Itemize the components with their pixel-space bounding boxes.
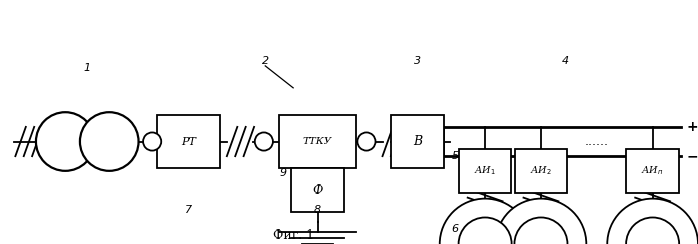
Text: АИ$_п$: АИ$_п$ bbox=[641, 164, 664, 177]
Text: 3: 3 bbox=[414, 56, 421, 66]
Ellipse shape bbox=[459, 217, 512, 244]
Text: 4: 4 bbox=[562, 56, 569, 66]
Text: 8: 8 bbox=[314, 205, 321, 215]
Text: В: В bbox=[413, 135, 422, 148]
Ellipse shape bbox=[143, 132, 161, 151]
Bar bbox=[514, 149, 567, 193]
Bar bbox=[157, 115, 220, 168]
Text: 7: 7 bbox=[185, 205, 192, 215]
Text: АИ$_2$: АИ$_2$ bbox=[530, 164, 552, 177]
Text: РТ: РТ bbox=[181, 137, 196, 146]
Text: −: − bbox=[686, 149, 698, 163]
Ellipse shape bbox=[80, 112, 138, 171]
Ellipse shape bbox=[440, 199, 530, 244]
Text: 1: 1 bbox=[84, 63, 91, 73]
Text: 5: 5 bbox=[452, 151, 459, 161]
Bar bbox=[391, 115, 444, 168]
Ellipse shape bbox=[626, 217, 679, 244]
Bar bbox=[292, 168, 344, 212]
Ellipse shape bbox=[607, 199, 698, 244]
Bar bbox=[459, 149, 511, 193]
Bar bbox=[279, 115, 356, 168]
Text: АИ$_1$: АИ$_1$ bbox=[474, 164, 496, 177]
Text: ТТКУ: ТТКУ bbox=[303, 137, 332, 146]
Text: Фиг. 1: Фиг. 1 bbox=[273, 229, 313, 242]
Ellipse shape bbox=[496, 199, 586, 244]
Text: ......: ...... bbox=[585, 135, 609, 148]
Text: Ф: Ф bbox=[313, 184, 322, 197]
Text: 6: 6 bbox=[452, 224, 459, 234]
Bar bbox=[627, 149, 678, 193]
Ellipse shape bbox=[514, 217, 567, 244]
Text: +: + bbox=[686, 120, 698, 134]
Text: 9: 9 bbox=[279, 168, 286, 178]
Ellipse shape bbox=[357, 132, 376, 151]
Ellipse shape bbox=[255, 132, 273, 151]
Ellipse shape bbox=[36, 112, 95, 171]
Text: 2: 2 bbox=[262, 56, 269, 66]
